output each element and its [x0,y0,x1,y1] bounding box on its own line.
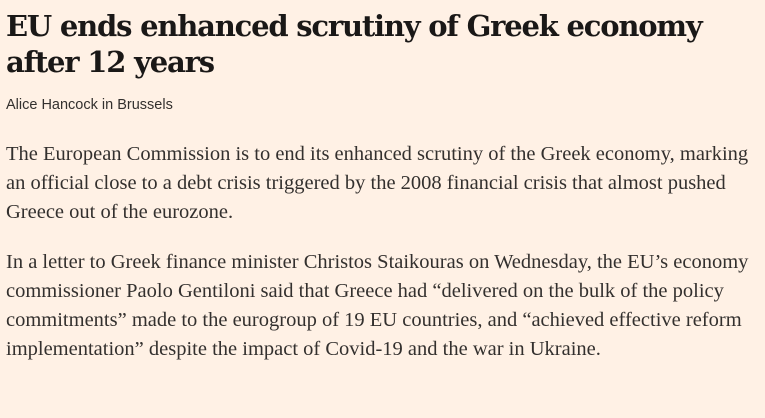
article: EU ends enhanced scrutiny of Greek econo… [6,0,761,364]
article-headline: EU ends enhanced scrutiny of Greek econo… [6,9,703,79]
article-paragraph: In a letter to Greek finance minister Ch… [6,251,749,360]
article-byline[interactable]: Alice Hancock in Brussels [6,97,173,113]
article-paragraph: The European Commission is to end its en… [6,143,749,223]
